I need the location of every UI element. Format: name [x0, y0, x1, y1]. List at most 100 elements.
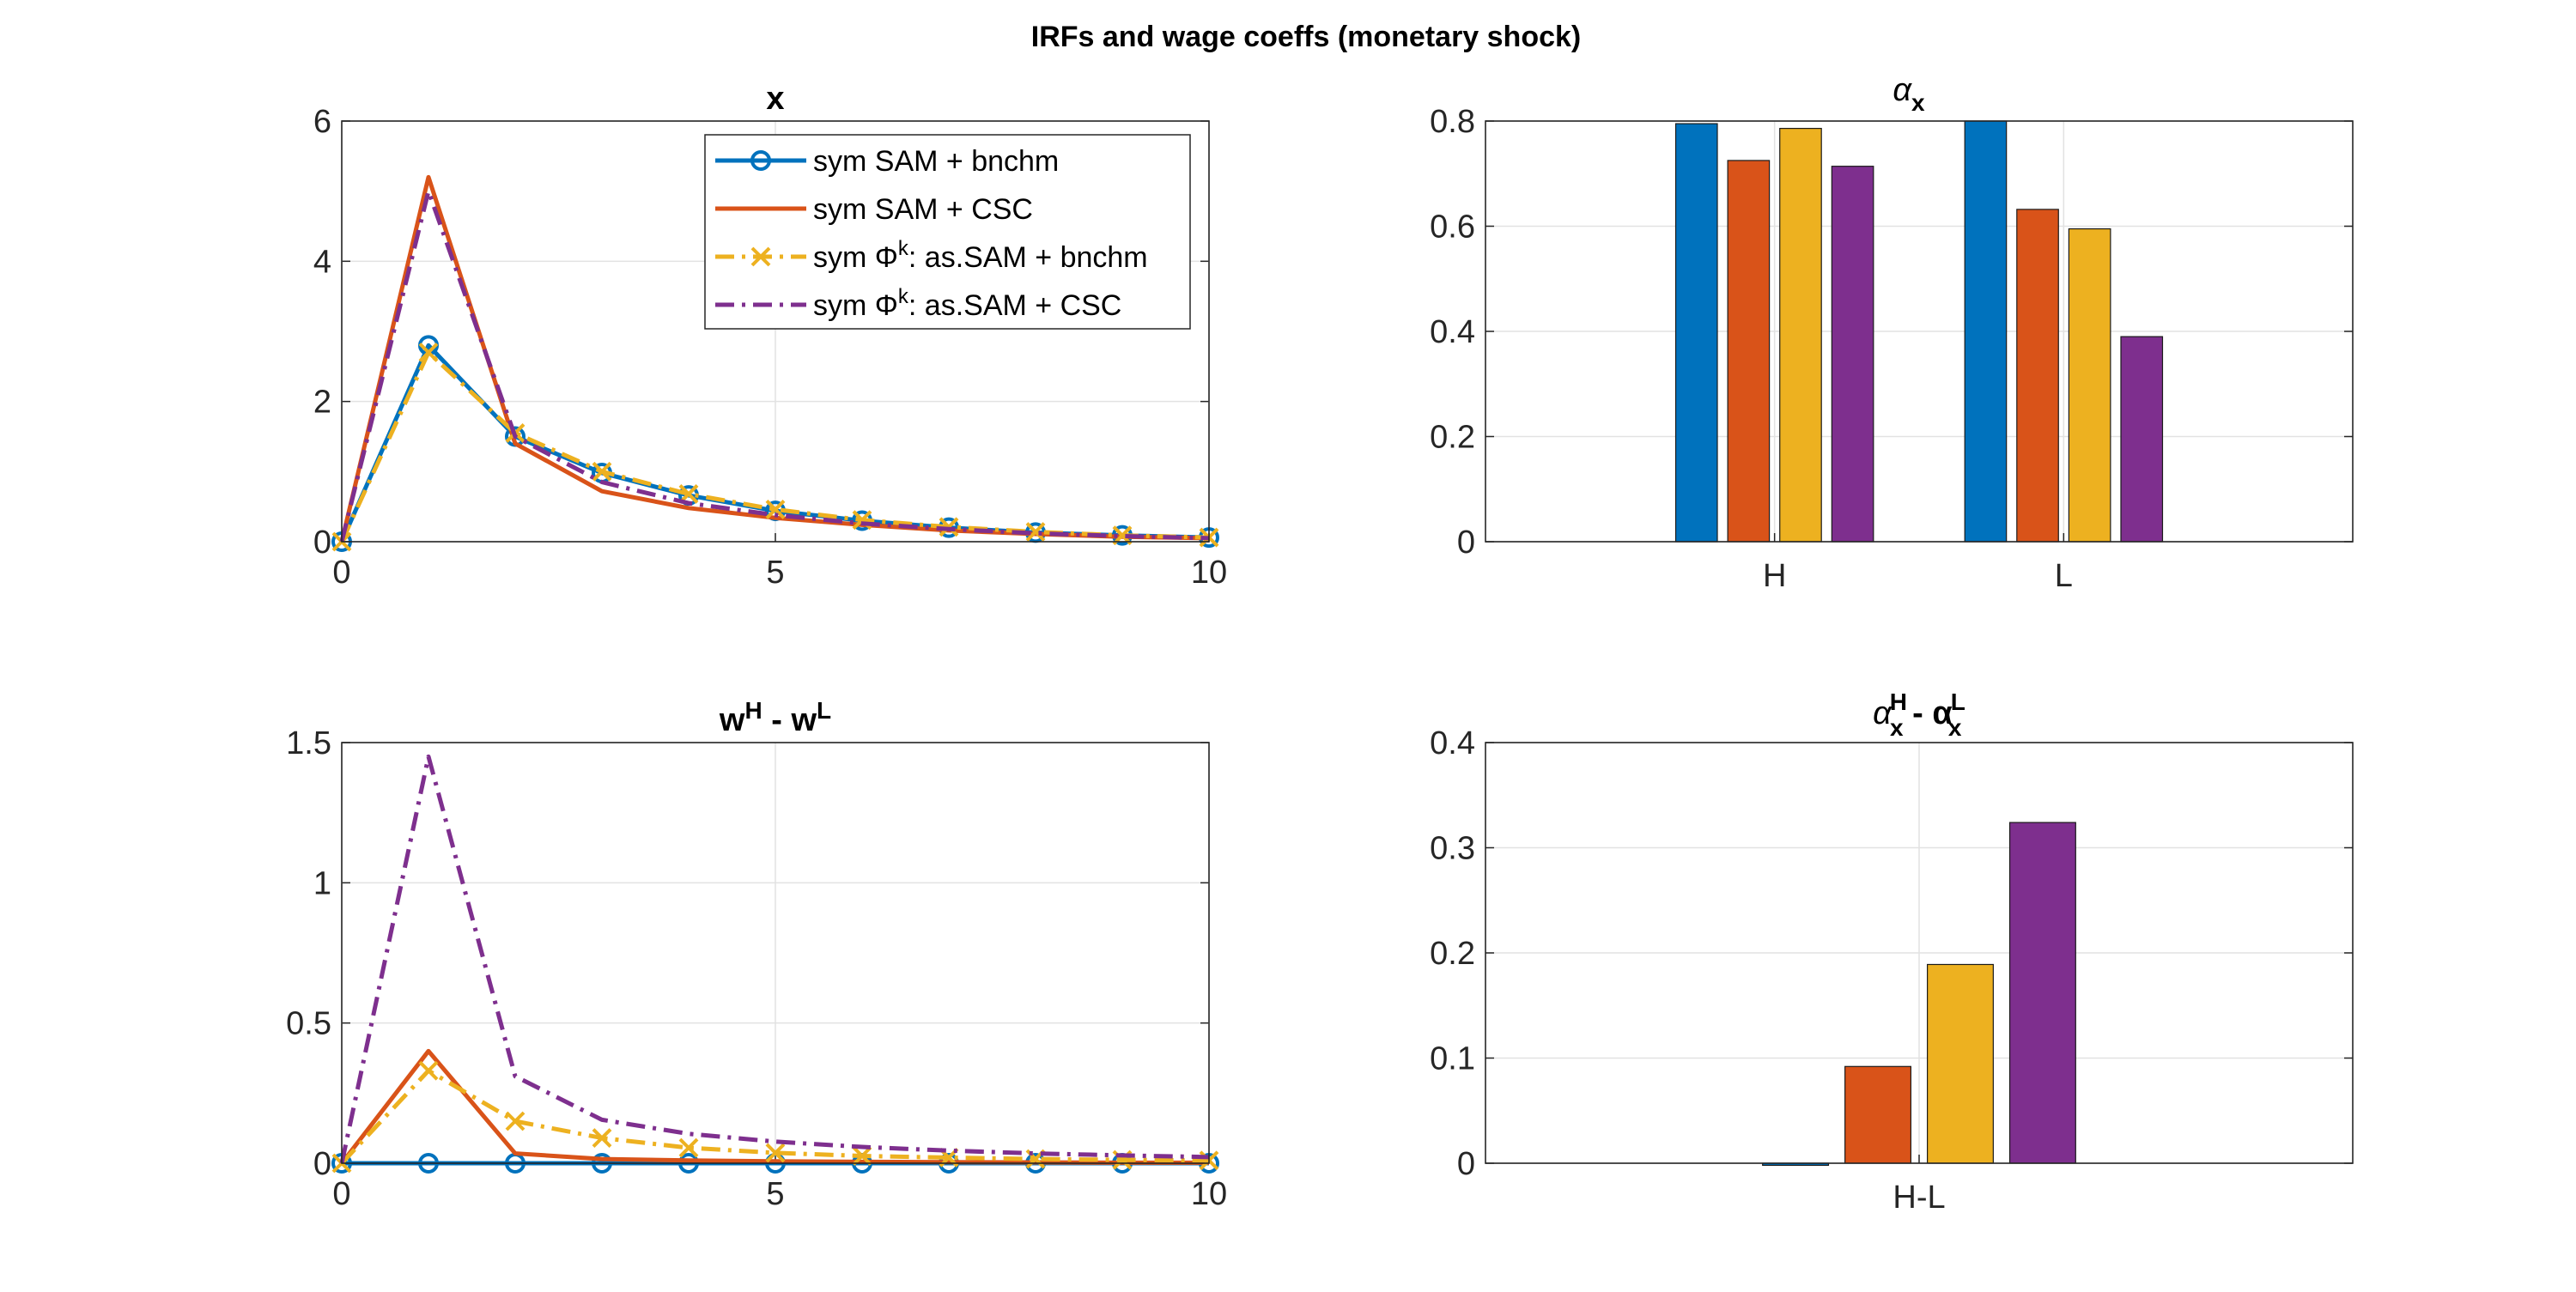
bar [2120, 336, 2164, 543]
data-point-stroke [418, 1060, 439, 1081]
y-tick-label: 0 [313, 1146, 331, 1182]
plot-alpha-diff-bars: 0 0.1 0.2 0.3 0.4 H-L αH x - αL x [1430, 688, 2354, 1216]
legend-label-sup: k [898, 237, 909, 260]
data-point [765, 500, 786, 519]
legend-label: sym Φk: as.SAM + bnchm [813, 237, 1148, 274]
x-tick-label: 0 [332, 555, 350, 591]
axes-title-sup: H [744, 697, 762, 724]
data-point [852, 1146, 872, 1166]
plot-wage-gap-irf: 0 0.5 1 1.5 0 5 10 wH - wL [286, 697, 1227, 1212]
legend-swatch [715, 246, 806, 267]
axes-title-text: α [1893, 72, 1912, 108]
data-point-stroke [418, 343, 439, 362]
y-tick-label: 0 [1457, 525, 1475, 561]
y-tick-label: 6 [313, 104, 331, 140]
y-tick-label: 0.6 [1430, 209, 1475, 246]
y-tick-label: 2 [313, 385, 331, 421]
axes-title-sub: x [1948, 714, 1962, 741]
bar [1831, 166, 1874, 543]
y-tick-label: 0.5 [286, 1006, 331, 1042]
y-tick-label: 0.2 [1430, 936, 1475, 972]
axes-title: αx [1893, 72, 1925, 116]
bar [2068, 227, 2111, 543]
data-point-stroke [1025, 522, 1046, 542]
axes-title: x [766, 81, 784, 117]
axes-title: wH - wL [719, 697, 831, 738]
data-point [592, 461, 612, 482]
legend-swatch [715, 150, 806, 171]
x-tick-label: 0 [332, 1176, 350, 1212]
axes-box [1485, 742, 2354, 1164]
axes-title: αH x - αL x [1873, 688, 1965, 741]
bar [2016, 209, 2059, 543]
bar [1727, 160, 1771, 543]
data-point [765, 1143, 786, 1163]
data-point-stroke [592, 461, 612, 482]
y-tick-label: 0.4 [1430, 725, 1475, 761]
data-point [505, 1111, 526, 1131]
x-tick-label: 10 [1191, 1176, 1227, 1212]
legend-label-rest: : as.SAM + CSC [908, 289, 1121, 322]
axes-title-sup: H [1890, 688, 1907, 715]
data-point-stroke [765, 1143, 786, 1163]
y-tick-label: 0.3 [1430, 831, 1475, 867]
axes-title-text: - w [762, 702, 817, 738]
bar [1844, 1065, 1912, 1164]
data-point-stroke [592, 1128, 612, 1149]
x-tick-label: 5 [766, 555, 784, 591]
y-tick-label: 4 [313, 244, 331, 280]
legend-label: sym SAM + CSC [813, 193, 1033, 226]
bar [1779, 127, 1822, 543]
x-tick-label: 10 [1191, 555, 1227, 591]
axes-box [341, 120, 1210, 543]
data-point-stroke [678, 1137, 699, 1158]
data-point-stroke [765, 500, 786, 519]
legend-box [704, 134, 1191, 330]
data-point [418, 1060, 439, 1081]
legend-label-text: sym SAM + CSC [813, 193, 1033, 226]
bar [1926, 963, 1994, 1164]
data-point [418, 343, 439, 362]
category-label: L [2055, 558, 2073, 594]
bar [1674, 123, 1718, 543]
x-tick-label: 5 [766, 1176, 784, 1212]
legend-label-text: sym Φ [813, 241, 898, 274]
axes-box [1485, 120, 2354, 543]
data-point [1025, 522, 1046, 542]
plot-x-irf: 0 2 4 6 0 5 10 x sym SAM + bnchm sym SAM + CSC sym… [313, 81, 1227, 591]
y-tick-label: 0 [313, 525, 331, 561]
legend-swatch-marker [750, 246, 771, 267]
legend-label-rest: : as.SAM + bnchm [908, 241, 1148, 274]
y-tick-label: 0.4 [1430, 314, 1475, 350]
axes-title-sub: x [1911, 89, 1925, 116]
data-point [592, 1128, 612, 1149]
y-tick-label: 0.8 [1430, 104, 1475, 140]
axes-title-text: w [719, 702, 745, 738]
legend-label: sym SAM + bnchm [813, 145, 1059, 178]
data-point-stroke [505, 1111, 526, 1131]
y-tick-label: 1 [313, 865, 331, 901]
category-label: H [1763, 558, 1786, 594]
legend-label: sym Φk: as.SAM + CSC [813, 285, 1121, 322]
axes-title-text: α [1873, 695, 1893, 731]
legend-swatch-marker [750, 150, 771, 171]
data-point-stroke [852, 1146, 872, 1166]
axes-title-text: - α [1904, 695, 1953, 731]
figure-title: IRFs and wage coeffs (monetary shock) [1031, 21, 1582, 53]
series-line [340, 1068, 1210, 1165]
y-tick-label: 0.1 [1430, 1041, 1475, 1077]
axes-box [341, 742, 1210, 1164]
axes-title-sup: L [817, 697, 831, 724]
y-tick-label: 0 [1457, 1146, 1475, 1182]
axes-title-sub: x [1890, 714, 1904, 741]
axes-title-sup: L [1951, 688, 1965, 715]
data-point-stroke [852, 510, 872, 531]
legend-label-text: sym Φ [813, 289, 898, 322]
data-point [678, 1137, 699, 1158]
y-tick-label: 0.2 [1430, 420, 1475, 456]
legend-label-text: sym SAM + bnchm [813, 145, 1059, 178]
bar [2008, 822, 2076, 1164]
y-tick-label: 1.5 [286, 725, 331, 761]
